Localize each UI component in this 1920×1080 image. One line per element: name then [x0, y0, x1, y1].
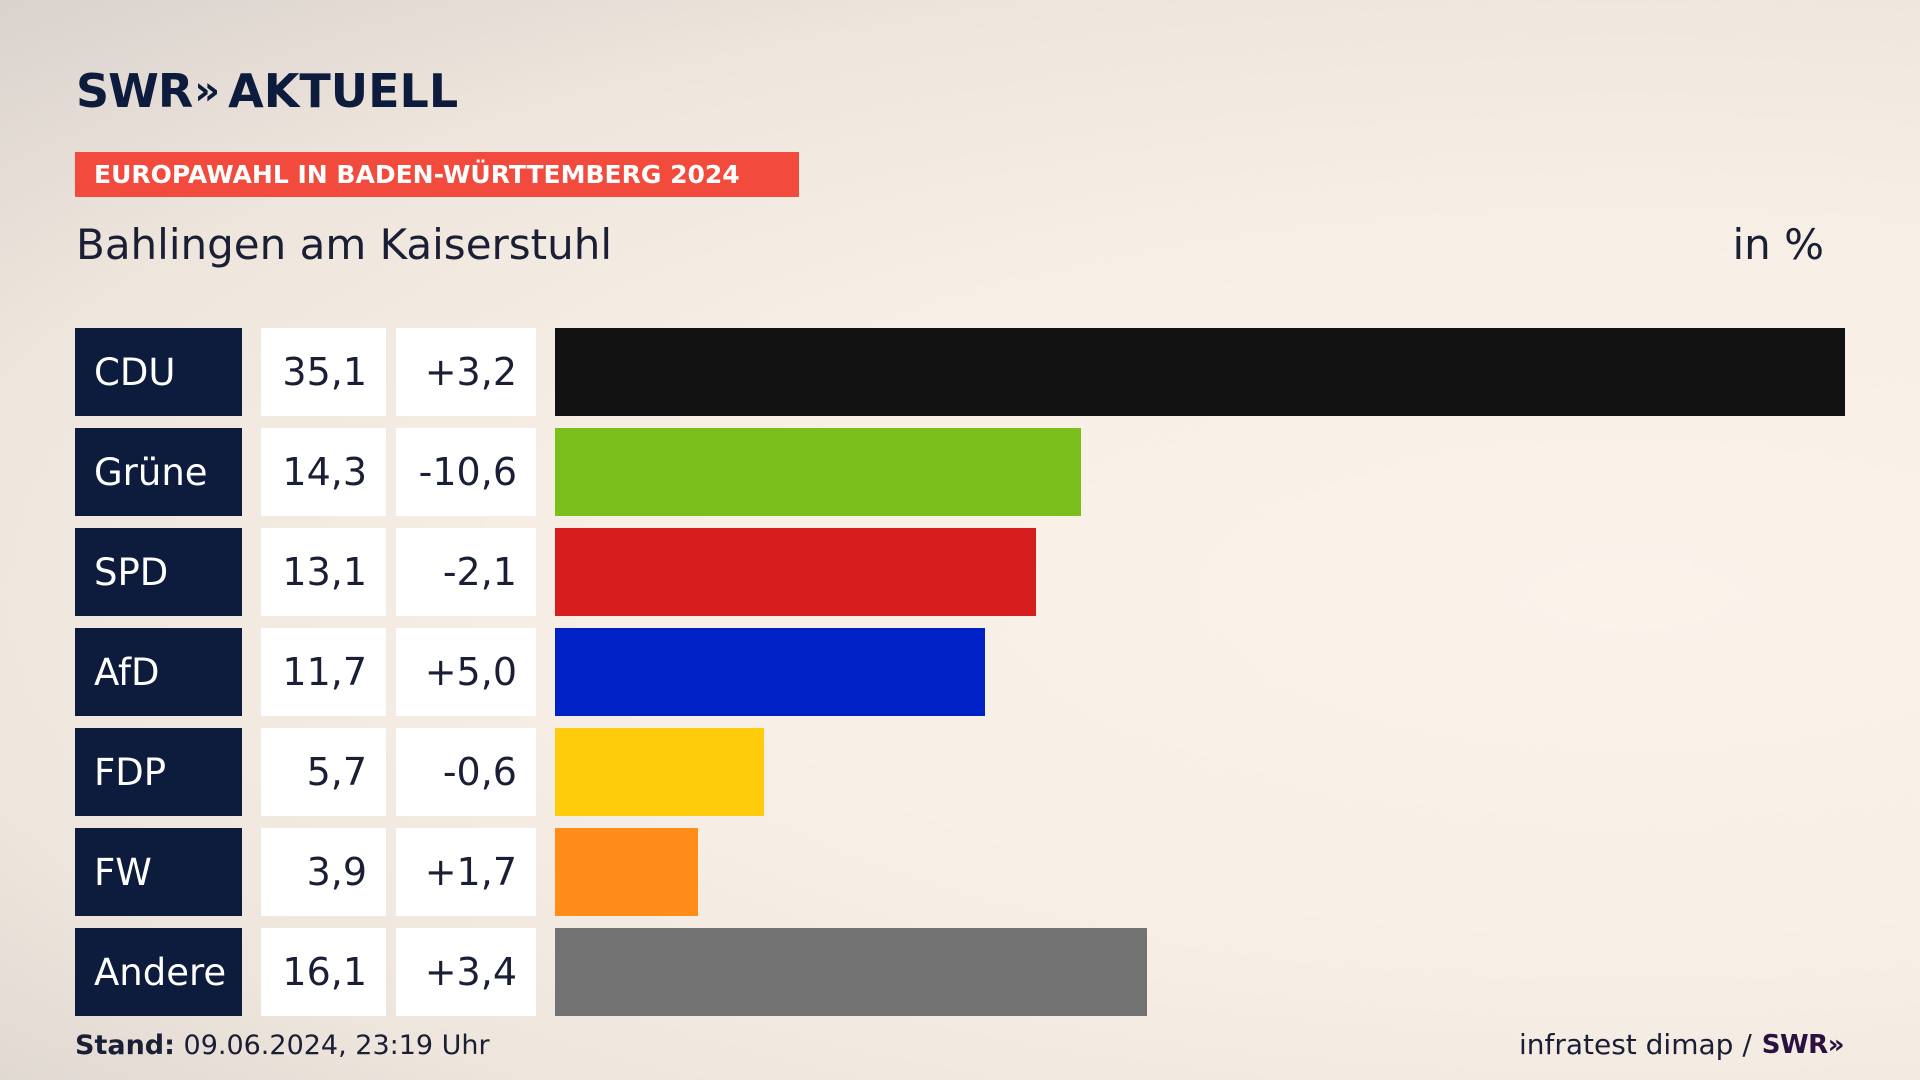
chart-row: Andere 16,1 +3,4	[75, 928, 1845, 1016]
diff-label: +3,2	[396, 328, 536, 416]
page-title: Bahlingen am Kaiserstuhl	[76, 220, 613, 269]
party-label: FW	[75, 828, 242, 916]
value-label: 14,3	[261, 428, 386, 516]
value-label: 35,1	[261, 328, 386, 416]
bar	[555, 628, 985, 716]
bar	[555, 728, 764, 816]
bar	[555, 428, 1081, 516]
election-banner: EUROPAWAHL IN BADEN-WÜRTTEMBERG 2024	[75, 152, 799, 197]
logo-name: AKTUELL	[228, 64, 459, 118]
source-credit: infratest dimap / SWR»	[1518, 1028, 1845, 1061]
bar	[555, 928, 1147, 1016]
chart-row: AfD 11,7 +5,0	[75, 628, 1845, 716]
party-label: SPD	[75, 528, 242, 616]
stand-value: 09.06.2024, 23:19 Uhr	[183, 1030, 490, 1061]
value-label: 13,1	[261, 528, 386, 616]
unit-label: in %	[1732, 220, 1824, 269]
party-label: Andere	[75, 928, 242, 1016]
logo-brand: SWR	[76, 64, 193, 118]
party-label: CDU	[75, 328, 242, 416]
value-label: 5,7	[261, 728, 386, 816]
swr-small-logo: SWR»	[1761, 1029, 1845, 1060]
diff-label: -0,6	[396, 728, 536, 816]
party-label: Grüne	[75, 428, 242, 516]
chart-row: FDP 5,7 -0,6	[75, 728, 1845, 816]
diff-label: -2,1	[396, 528, 536, 616]
bar	[555, 828, 698, 916]
chart-row: SPD 13,1 -2,1	[75, 528, 1845, 616]
bar	[555, 528, 1036, 616]
stand-label: Stand:	[75, 1030, 175, 1061]
swr-aktuell-logo: SWR » AKTUELL	[76, 64, 459, 118]
chart-row: Grüne 14,3 -10,6	[75, 428, 1845, 516]
source-text: infratest dimap /	[1518, 1028, 1752, 1061]
timestamp: Stand: 09.06.2024, 23:19 Uhr	[75, 1030, 490, 1061]
chart-row: CDU 35,1 +3,2	[75, 328, 1845, 416]
party-label: AfD	[75, 628, 242, 716]
chevron-right-icon: »	[194, 68, 220, 114]
diff-label: +3,4	[396, 928, 536, 1016]
value-label: 3,9	[261, 828, 386, 916]
diff-label: -10,6	[396, 428, 536, 516]
value-label: 11,7	[261, 628, 386, 716]
value-label: 16,1	[261, 928, 386, 1016]
party-label: FDP	[75, 728, 242, 816]
bar	[555, 328, 1845, 416]
diff-label: +1,7	[396, 828, 536, 916]
chart-row: FW 3,9 +1,7	[75, 828, 1845, 916]
diff-label: +5,0	[396, 628, 536, 716]
